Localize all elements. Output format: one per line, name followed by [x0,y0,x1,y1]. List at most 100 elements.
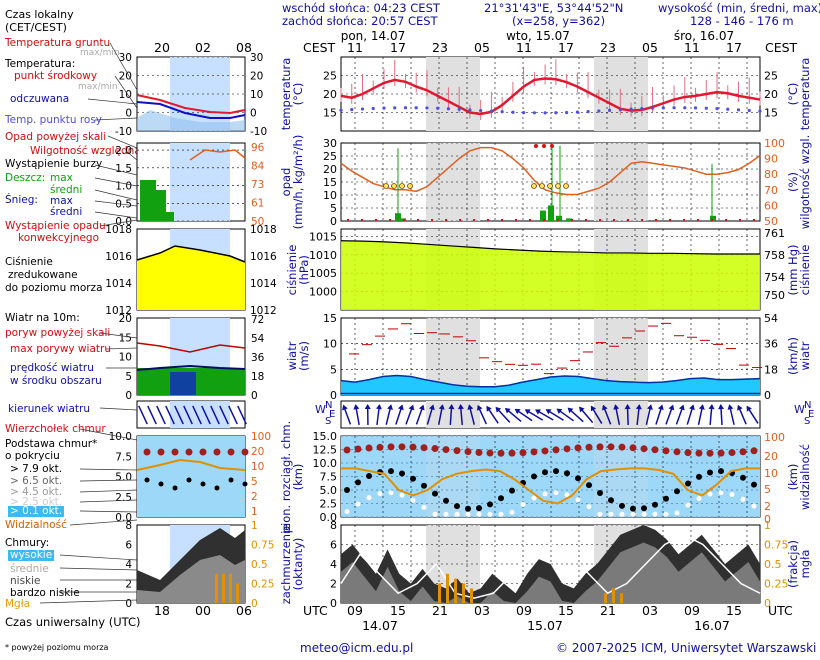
axis-press-1: (hPa) [297,255,311,285]
axis-wind-1: (m/s) [297,341,311,371]
rain-bar-4 [556,215,562,221]
above-scale-mark-2 [550,144,554,148]
cloud-top-9 [442,446,450,454]
fog-bar-6 [612,588,615,603]
fog-tick-0.75: 0.75 [764,539,789,552]
wind-arrow-head-20 [545,409,552,415]
leader-16 [79,428,138,441]
leader-3 [94,117,138,121]
legend-press1: Ciśnienie [5,256,53,268]
lwind-arrow-shaft-8 [210,405,220,425]
lcloud-top-7 [241,448,249,456]
cloud-base-28 [652,501,658,508]
temp-tick-l-20: 20 [323,88,337,101]
above-scale-mark-0 [534,144,538,148]
press-mm-754: 754 [764,271,785,284]
cloud-base-36 [740,474,746,481]
cloud-base2-24 [608,511,614,517]
footnote: * powyżej poziomu morza [5,643,109,652]
cloud-base-21 [575,475,581,482]
legend-gust-above: poryw powyżej skali [5,327,111,339]
cloud-base-9 [443,497,449,504]
precip-tick-5: 5 [330,202,337,215]
lwind-arrow-shaft-3 [165,405,175,425]
cloud-top-32 [695,449,703,457]
axis-temp-0: temperatura [279,58,293,131]
conv-mark-753 [753,219,755,221]
wind-arrow-5 [395,404,404,425]
cloud-base-23 [597,489,603,496]
cloudh-tick-15: 15.0 [313,430,338,443]
legend-gust-max: max porywy wiatru [10,343,112,355]
hour-top-8: 11 [684,40,700,55]
wind-dir-s-r: S [804,416,810,427]
rain-bar-5 [566,218,572,221]
hour-bottom-2: 21 [432,603,448,618]
utc-right: UTC [768,603,793,618]
lwind-arrow-3 [165,405,175,425]
cloud-base2-13 [487,511,493,517]
legend-okt-5: > 0.1 okt. [8,505,65,517]
lcloud-base-2 [172,485,178,491]
lhum-tick-96: 96 [251,142,265,154]
fog-tick-1: 1 [764,519,771,532]
cloud-base-11 [465,505,471,512]
wind-arrow-29 [645,404,653,425]
cloud-base2-7 [421,504,427,510]
hour-top-0: 11 [347,40,363,55]
axis-cover-0: zachmurzenie [279,524,293,605]
conv-mark-627 [627,219,629,221]
lhum-line [189,149,246,161]
lpress-tick-r-1016: 1016 [250,251,277,263]
lwind-arrow-shaft-1 [147,405,157,425]
conv-mark-417 [417,219,419,221]
hour-bottom-1: 15 [390,603,406,618]
wind-line [340,374,761,388]
legend-utc: Czas uniwersalny (UTC) [5,615,141,629]
legend-rain-max: max [50,172,73,184]
conv-mark-641 [641,219,643,221]
leader-11 [99,219,138,227]
legend-okt-3: > 4.5 okt. [10,486,63,498]
cloud-base-14 [498,495,504,502]
cloud-top-30 [673,448,681,456]
axis-wind-r-1: wiatr [798,341,812,370]
legend-wind-speed: prędkość wiatru [10,362,94,374]
precip-tick-15: 15 [323,176,337,189]
leader-5 [125,150,138,161]
fog-bar-7 [620,593,623,603]
hour-top-3: 05 [474,40,490,55]
axis-hum-0: (%) [786,172,800,192]
wind-arrow-19 [535,409,554,421]
cloud-top-22 [585,443,593,451]
dew-point-23 [586,109,590,114]
hum-tick-100: 100 [764,137,785,150]
lcloud-top-3 [185,448,193,456]
legend-okt-1: > 7.9 okt. [10,463,63,475]
cover-tick-2: 2 [330,578,337,591]
footer-copyright: © 2007-2025 ICM, Uniwersytet Warszawski [556,641,817,655]
ltemp-tick-10: 10 [119,89,132,101]
ltemp-tick-r-30: 30 [250,52,263,64]
dew-point-32 [683,106,687,110]
footer-email[interactable]: meteo@icm.edu.pl [300,641,414,655]
leader-8 [94,189,138,201]
lhour-top-0: 20 [154,40,170,55]
lwind-tick-20: 20 [119,313,132,325]
wind-arrow-12 [467,404,476,425]
hum-tick-50: 50 [764,215,778,228]
cloud-base-10 [454,503,460,510]
wind-arrow-32 [675,404,685,425]
cloud-top-20 [563,445,571,453]
lwind-kmh-36: 36 [251,352,265,364]
dew-point-37 [736,108,741,112]
legend-mean2: średni [50,206,83,218]
lvis-line [136,458,246,471]
legend-sky-bg [137,436,245,517]
cloud-top-13 [486,449,494,457]
lpress-area [137,246,245,310]
legend-press2: zredukowane [8,269,78,281]
legend-visibility: Widzialność [5,519,67,531]
leader-23 [59,554,138,561]
cloud-base2-33 [707,491,713,497]
